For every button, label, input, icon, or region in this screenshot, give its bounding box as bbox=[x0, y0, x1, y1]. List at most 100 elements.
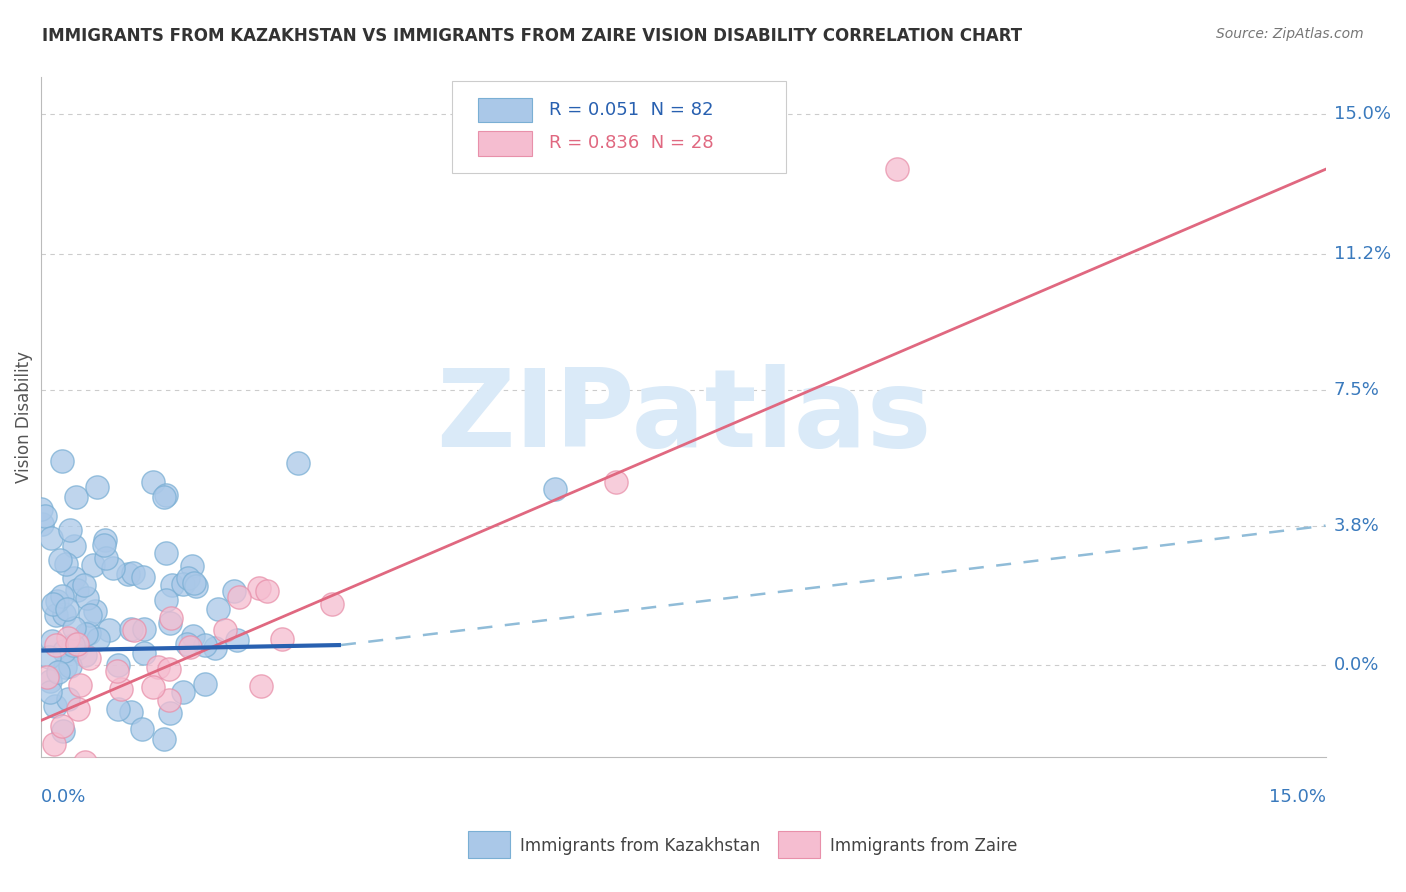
Point bbox=[30, 502, 52, 516]
Point bbox=[120, 705, 142, 719]
Point bbox=[256, 584, 278, 599]
Point bbox=[107, 702, 129, 716]
Point bbox=[155, 487, 177, 501]
Point bbox=[183, 575, 205, 590]
Point bbox=[83, 604, 105, 618]
Point bbox=[51, 589, 73, 603]
Point bbox=[56, 631, 79, 645]
Point bbox=[58, 659, 80, 673]
Point bbox=[39, 674, 62, 689]
Point bbox=[226, 633, 249, 648]
Point bbox=[105, 664, 128, 678]
Point bbox=[48, 553, 70, 567]
Point bbox=[38, 685, 60, 699]
Point bbox=[117, 566, 139, 581]
Text: 7.5%: 7.5% bbox=[1334, 381, 1379, 399]
Point bbox=[73, 578, 96, 592]
Point bbox=[204, 640, 226, 655]
Text: Immigrants from Kazakhstan: Immigrants from Kazakhstan bbox=[520, 837, 761, 855]
Point bbox=[184, 579, 207, 593]
Point bbox=[53, 644, 76, 658]
Point bbox=[132, 622, 155, 636]
Y-axis label: Vision Disability: Vision Disability bbox=[15, 351, 32, 483]
Point bbox=[73, 648, 96, 662]
Text: 15.0%: 15.0% bbox=[1334, 105, 1391, 123]
Point bbox=[63, 540, 86, 554]
Point bbox=[52, 724, 75, 739]
Point bbox=[66, 702, 89, 716]
Point bbox=[63, 621, 86, 635]
Point bbox=[146, 659, 169, 673]
Point bbox=[39, 531, 62, 545]
Text: R = 0.836  N = 28: R = 0.836 N = 28 bbox=[548, 135, 713, 153]
Point bbox=[605, 475, 627, 489]
Text: 3.8%: 3.8% bbox=[1334, 516, 1379, 534]
Point bbox=[214, 623, 236, 637]
Point bbox=[160, 611, 183, 625]
Point bbox=[79, 608, 101, 623]
Point bbox=[45, 608, 67, 623]
Point bbox=[159, 615, 181, 630]
Text: Source: ZipAtlas.com: Source: ZipAtlas.com bbox=[1216, 27, 1364, 41]
Point bbox=[63, 571, 86, 585]
Point bbox=[247, 581, 270, 595]
Text: R = 0.051  N = 82: R = 0.051 N = 82 bbox=[548, 101, 713, 119]
Point bbox=[132, 570, 155, 584]
Point bbox=[66, 637, 89, 651]
Point bbox=[94, 551, 117, 566]
Point bbox=[181, 629, 204, 643]
Point bbox=[142, 680, 165, 694]
Point bbox=[45, 638, 67, 652]
FancyBboxPatch shape bbox=[478, 131, 531, 155]
Point bbox=[93, 538, 115, 552]
Point bbox=[31, 517, 53, 532]
Point bbox=[107, 657, 129, 672]
Point bbox=[69, 678, 91, 692]
Point bbox=[53, 660, 76, 674]
Point bbox=[77, 651, 100, 665]
Point bbox=[180, 558, 202, 573]
Text: 0.0%: 0.0% bbox=[1334, 657, 1379, 674]
Point bbox=[75, 755, 97, 769]
Point bbox=[157, 662, 180, 676]
Point bbox=[193, 677, 215, 691]
Point bbox=[46, 665, 69, 679]
Point bbox=[153, 732, 176, 747]
Point bbox=[87, 632, 110, 646]
Text: IMMIGRANTS FROM KAZAKHSTAN VS IMMIGRANTS FROM ZAIRE VISION DISABILITY CORRELATIO: IMMIGRANTS FROM KAZAKHSTAN VS IMMIGRANTS… bbox=[42, 27, 1022, 45]
Point bbox=[222, 584, 245, 599]
Point bbox=[160, 578, 183, 592]
Point bbox=[86, 480, 108, 494]
Text: ZIPatlas: ZIPatlas bbox=[436, 364, 931, 470]
Point bbox=[45, 594, 67, 608]
Point bbox=[55, 557, 77, 571]
Point bbox=[75, 627, 97, 641]
Point bbox=[56, 691, 79, 706]
Point bbox=[62, 638, 84, 652]
Point bbox=[38, 650, 60, 665]
Point bbox=[65, 490, 87, 504]
Text: 15.0%: 15.0% bbox=[1268, 788, 1326, 805]
Point bbox=[176, 637, 198, 651]
Point bbox=[544, 482, 567, 496]
Point bbox=[94, 533, 117, 548]
FancyBboxPatch shape bbox=[778, 831, 820, 858]
Point bbox=[886, 162, 908, 177]
Point bbox=[42, 738, 65, 752]
Point bbox=[66, 583, 89, 598]
Point bbox=[122, 623, 145, 637]
Point bbox=[120, 622, 142, 636]
FancyBboxPatch shape bbox=[468, 831, 510, 858]
Point bbox=[157, 692, 180, 706]
Text: 0.0%: 0.0% bbox=[41, 788, 87, 805]
Point bbox=[172, 577, 194, 591]
Point bbox=[110, 681, 132, 696]
Point bbox=[41, 634, 63, 648]
Point bbox=[172, 684, 194, 698]
Point bbox=[59, 524, 82, 538]
Point bbox=[155, 546, 177, 560]
Point bbox=[159, 706, 181, 720]
Point bbox=[207, 601, 229, 615]
Point bbox=[76, 591, 98, 605]
Point bbox=[194, 638, 217, 652]
